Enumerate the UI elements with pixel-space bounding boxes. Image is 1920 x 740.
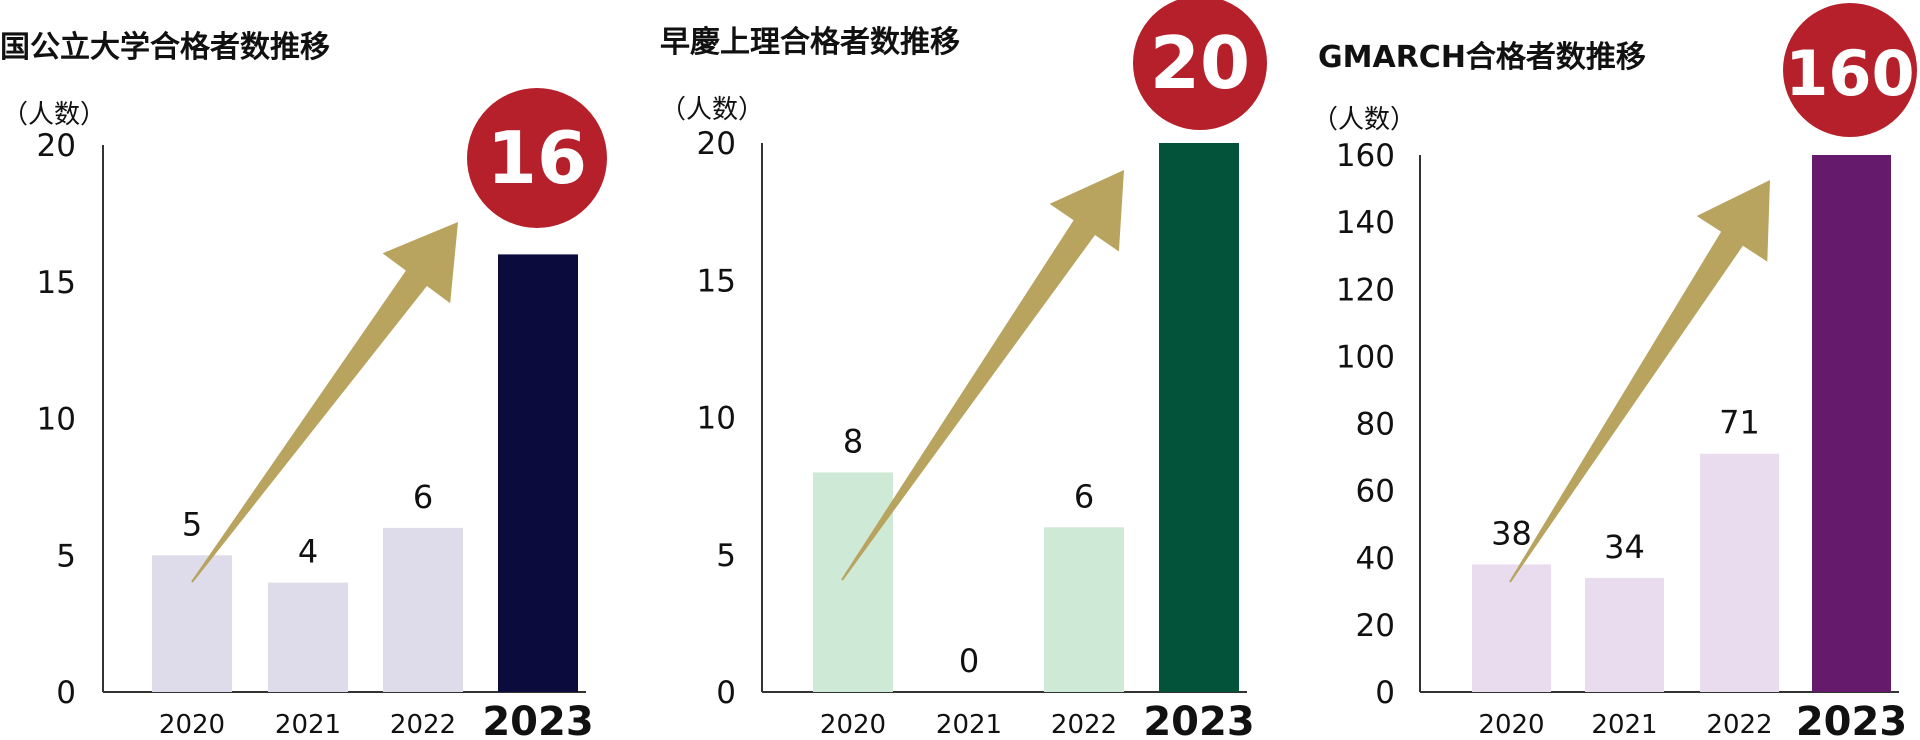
chart2-ytick-label: 5 — [716, 538, 736, 574]
chart1-xtick-label-2021: 2021 — [275, 710, 341, 740]
chart1-bar-2021 — [268, 582, 348, 692]
chart2-value-label-2020: 8 — [843, 422, 863, 460]
chart3-ytick-label: 60 — [1356, 474, 1395, 510]
chart1-ytick-label: 10 — [37, 402, 76, 438]
chart1-unit-label: （人数） — [2, 100, 106, 130]
chart1-highlight-badge — [467, 88, 607, 228]
chart1-value-label-2022: 6 — [413, 478, 433, 516]
chart1-xtick-label-2022: 2022 — [390, 710, 456, 740]
chart3-ytick-label: 40 — [1356, 541, 1395, 577]
chart3-ytick-label: 0 — [1375, 675, 1395, 711]
chart1-highlight-value: 16 — [487, 116, 587, 200]
chart3-ytick-label: 80 — [1356, 407, 1395, 443]
chart1-bar-2022 — [383, 527, 463, 692]
chart2-bar-2023 — [1159, 143, 1239, 692]
chart3-ytick-label: 160 — [1336, 138, 1395, 174]
chart3-unit-label: （人数） — [1312, 105, 1416, 135]
chart3-ytick-label: 140 — [1336, 205, 1395, 241]
chart1-value-label-2021: 4 — [298, 533, 318, 571]
chart3-bar-2020 — [1472, 564, 1551, 692]
chart2-highlight-badge — [1133, 0, 1267, 130]
chart1-value-label-2020: 5 — [182, 505, 202, 543]
chart3-growth-arrow — [1509, 180, 1770, 583]
chart3-value-label-2021: 34 — [1604, 528, 1645, 566]
chart3-bar-2022 — [1700, 453, 1779, 692]
chart1-bar-2023 — [498, 254, 578, 692]
chart1-growth-arrow — [191, 222, 458, 583]
chart1-xtick-label-2023: 2023 — [482, 699, 593, 740]
chart3-value-label-2020: 38 — [1491, 514, 1532, 552]
chart2-xtick-label-2020: 2020 — [820, 710, 886, 740]
chart2-highlight-value: 20 — [1150, 21, 1250, 105]
chart2-ytick-label: 10 — [697, 401, 736, 437]
chart3-xtick-label-2020: 2020 — [1478, 710, 1544, 740]
chart2-xtick-label-2023: 2023 — [1143, 699, 1254, 740]
chart1-ytick-label: 15 — [37, 265, 76, 301]
chart2-bar-2022 — [1044, 527, 1124, 692]
chart2-bar-2020 — [813, 472, 893, 692]
chart2-growth-arrow — [841, 170, 1124, 581]
chart2-unit-label: （人数） — [660, 95, 764, 125]
chart3-title: GMARCH合格者数推移 — [1318, 40, 1646, 75]
chart1-xtick-label-2020: 2020 — [159, 710, 225, 740]
chart2-ytick-label: 20 — [697, 126, 736, 162]
chart3-highlight-badge — [1783, 3, 1917, 137]
chart3-bar-2021 — [1585, 577, 1664, 692]
chart3-ytick-label: 100 — [1336, 339, 1395, 375]
chart1-title: 国公立大学合格者数推移 — [0, 30, 330, 65]
chart1-ytick-label: 0 — [56, 675, 76, 711]
chart1-bar-2020 — [152, 555, 232, 692]
chart2-ytick-label: 15 — [697, 263, 736, 299]
chart2-value-label-2022: 6 — [1074, 477, 1094, 515]
chart2-ytick-label: 0 — [716, 675, 736, 711]
chart2-xtick-label-2022: 2022 — [1051, 710, 1117, 740]
chart1-ytick-label: 20 — [37, 128, 76, 164]
chart2-title: 早慶上理合格者数推移 — [660, 25, 960, 60]
chart3-bar-2023 — [1812, 155, 1891, 692]
chart1-ytick-label: 5 — [56, 538, 76, 574]
chart3-xtick-label-2021: 2021 — [1591, 710, 1657, 740]
chart2-xtick-label-2021: 2021 — [936, 710, 1002, 740]
chart3-ytick-label: 120 — [1336, 272, 1395, 308]
chart3-xtick-label-2023: 2023 — [1796, 699, 1907, 740]
chart3-highlight-value: 160 — [1785, 37, 1914, 110]
chart2-value-label-2021: 0 — [959, 642, 979, 680]
chart3-value-label-2022: 71 — [1719, 404, 1760, 442]
chart3-ytick-label: 20 — [1356, 608, 1395, 644]
chart3-xtick-label-2022: 2022 — [1706, 710, 1772, 740]
